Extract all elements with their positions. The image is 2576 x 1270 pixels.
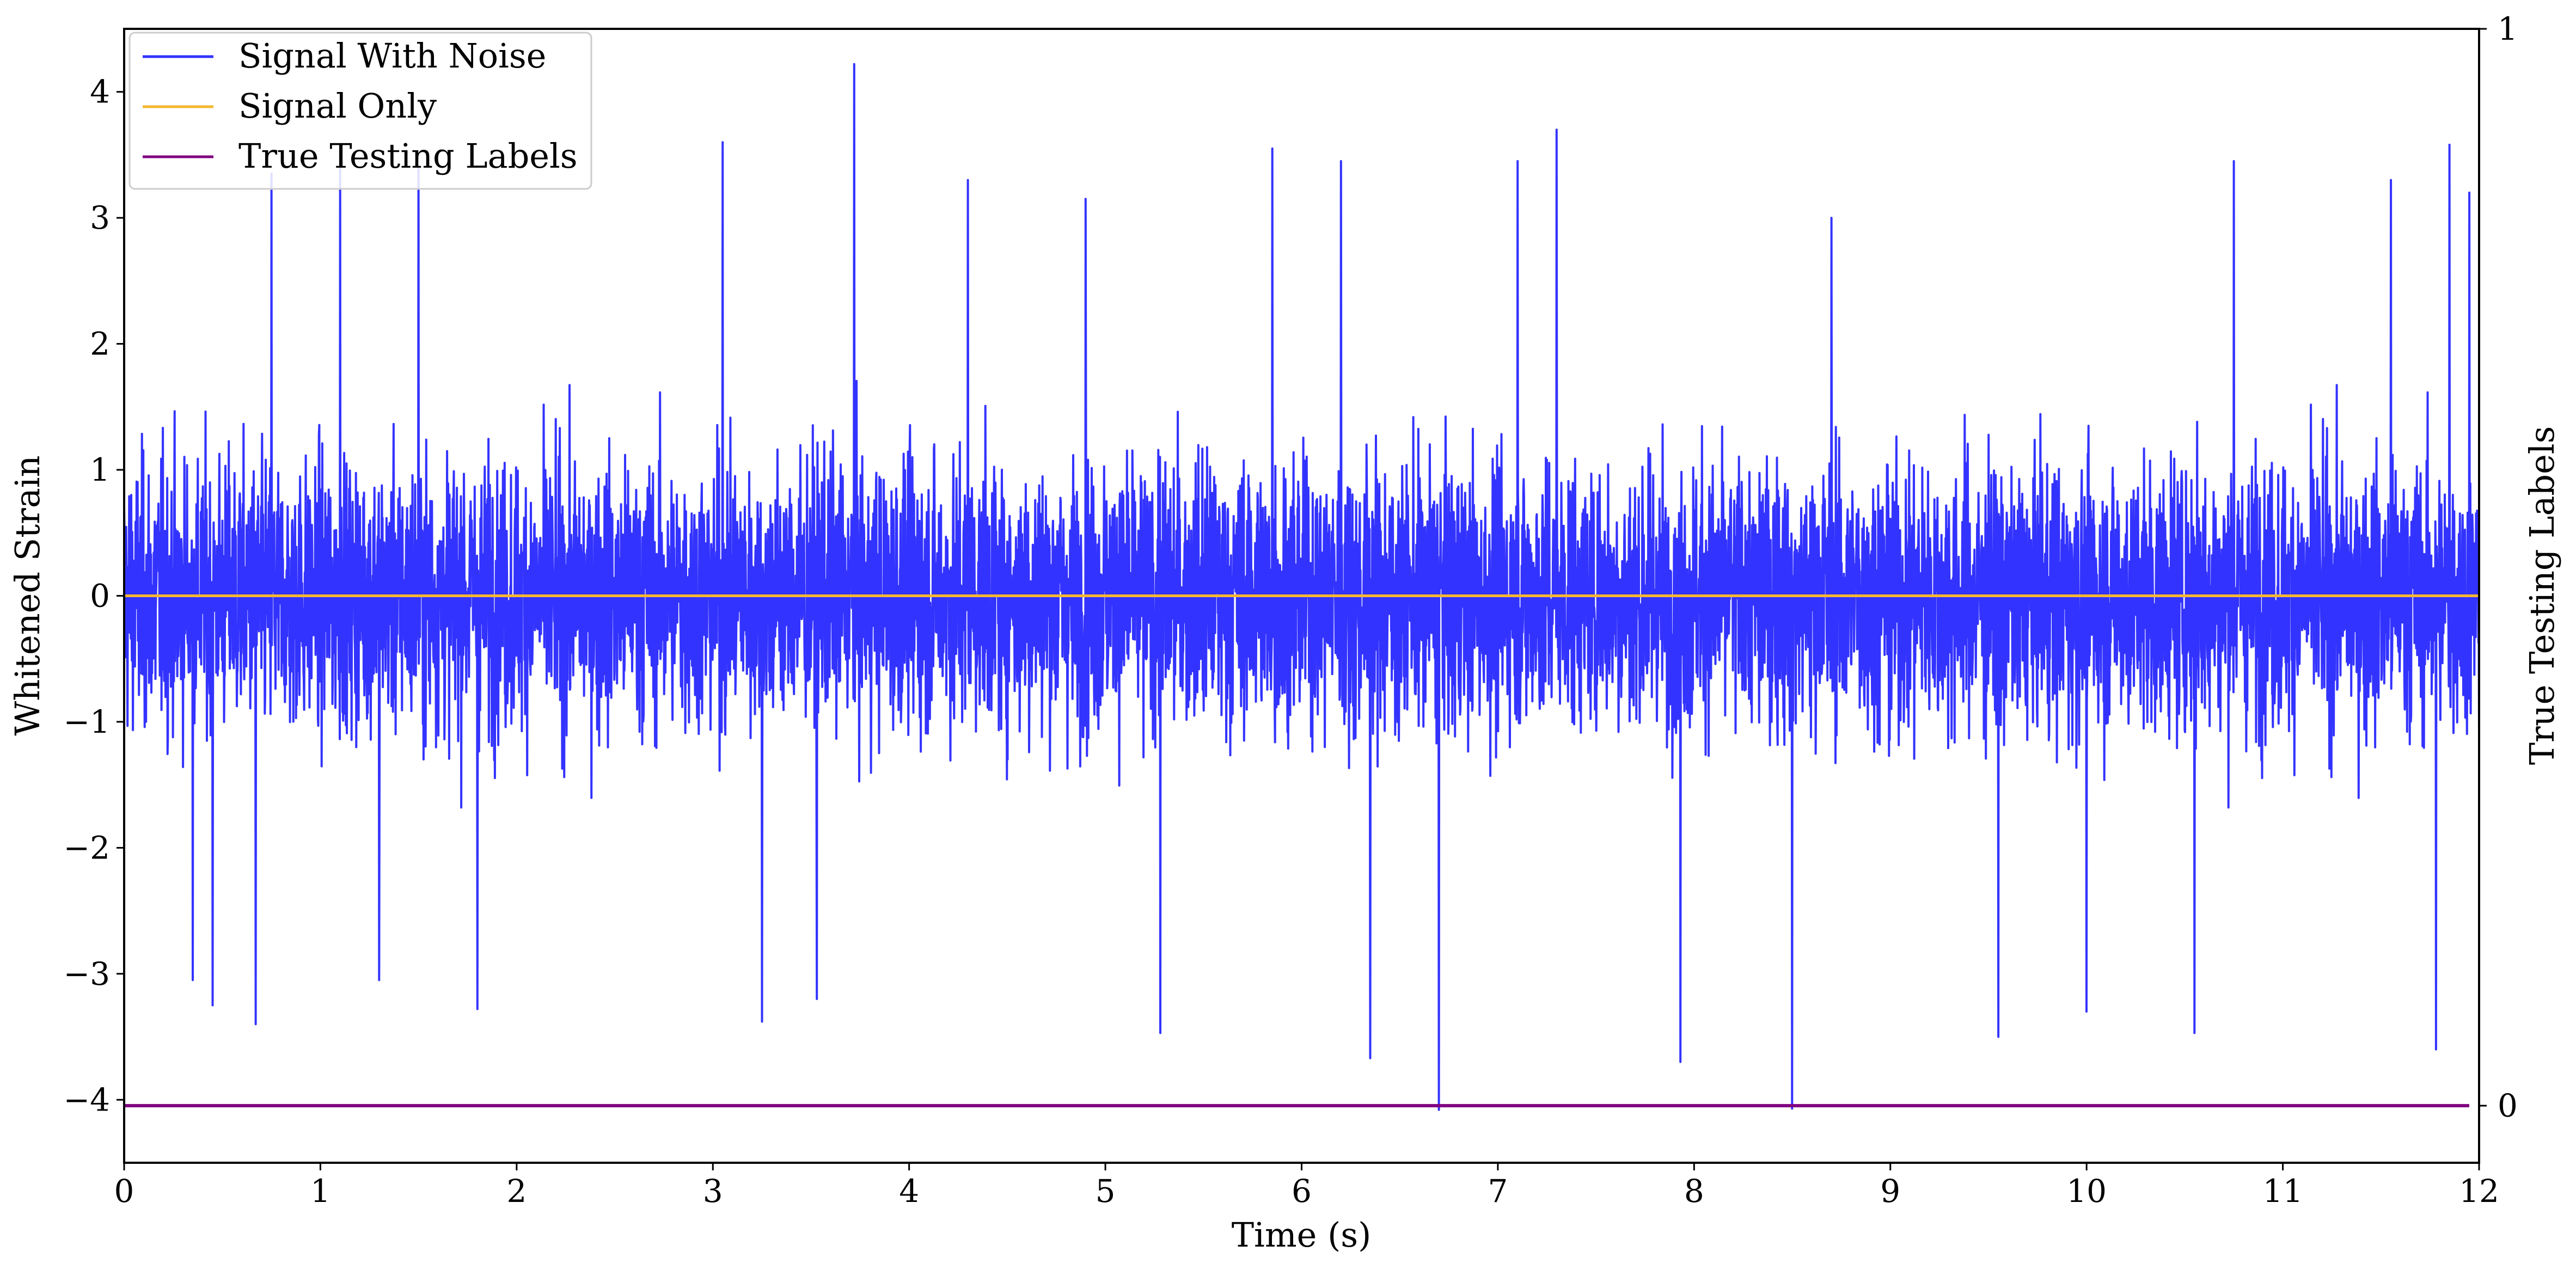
y-tick-label: 0 — [90, 578, 110, 615]
y-tick-label: −2 — [64, 829, 111, 866]
legend-label-signal-only: Signal Only — [238, 86, 437, 126]
x-axis: 0 1 2 3 4 5 6 7 8 9 10 11 12 — [114, 1163, 2499, 1210]
y-tick-label: 2 — [90, 326, 110, 363]
x-tick-label: 11 — [2263, 1173, 2303, 1210]
x-tick-label: 1 — [310, 1173, 331, 1210]
y-axis: −4 −3 −2 −1 0 1 2 3 4 — [64, 73, 124, 1118]
x-tick-label: 10 — [2066, 1173, 2107, 1210]
legend: Signal With Noise Signal Only True Testi… — [129, 32, 592, 190]
y-tick-label: −1 — [64, 703, 111, 740]
y-tick-label: 4 — [90, 73, 110, 111]
x-tick-label: 4 — [899, 1173, 919, 1210]
y2-axis: 01 — [2479, 10, 2518, 1124]
y-tick-label: 3 — [90, 199, 110, 236]
y-axis-label: Whitened Strain — [8, 456, 47, 736]
legend-box — [129, 32, 592, 190]
series-signal-with-noise — [124, 63, 2479, 1111]
x-tick-label: 2 — [506, 1173, 527, 1210]
x-tick-label: 6 — [1292, 1173, 1312, 1210]
plot-area — [124, 63, 2479, 1111]
x-tick-label: 3 — [703, 1173, 723, 1210]
y2-tick-label: 1 — [2498, 10, 2518, 47]
x-tick-label: 9 — [1880, 1173, 1900, 1210]
y2-tick-label: 0 — [2498, 1087, 2518, 1124]
y2-axis-label: True Testing Labels — [2522, 426, 2562, 765]
x-tick-label: 0 — [114, 1173, 134, 1210]
x-tick-label: 8 — [1684, 1173, 1704, 1210]
x-axis-label: Time (s) — [1232, 1215, 1372, 1255]
x-tick-label: 7 — [1488, 1173, 1508, 1210]
x-tick-label: 5 — [1096, 1173, 1116, 1210]
y-tick-label: 1 — [90, 451, 110, 488]
y-tick-label: −3 — [64, 955, 111, 992]
y-tick-label: −4 — [64, 1081, 111, 1118]
legend-label-true-testing-labels: True Testing Labels — [238, 136, 578, 176]
x-tick-label: 12 — [2459, 1173, 2499, 1210]
legend-label-signal-with-noise: Signal With Noise — [238, 36, 546, 76]
